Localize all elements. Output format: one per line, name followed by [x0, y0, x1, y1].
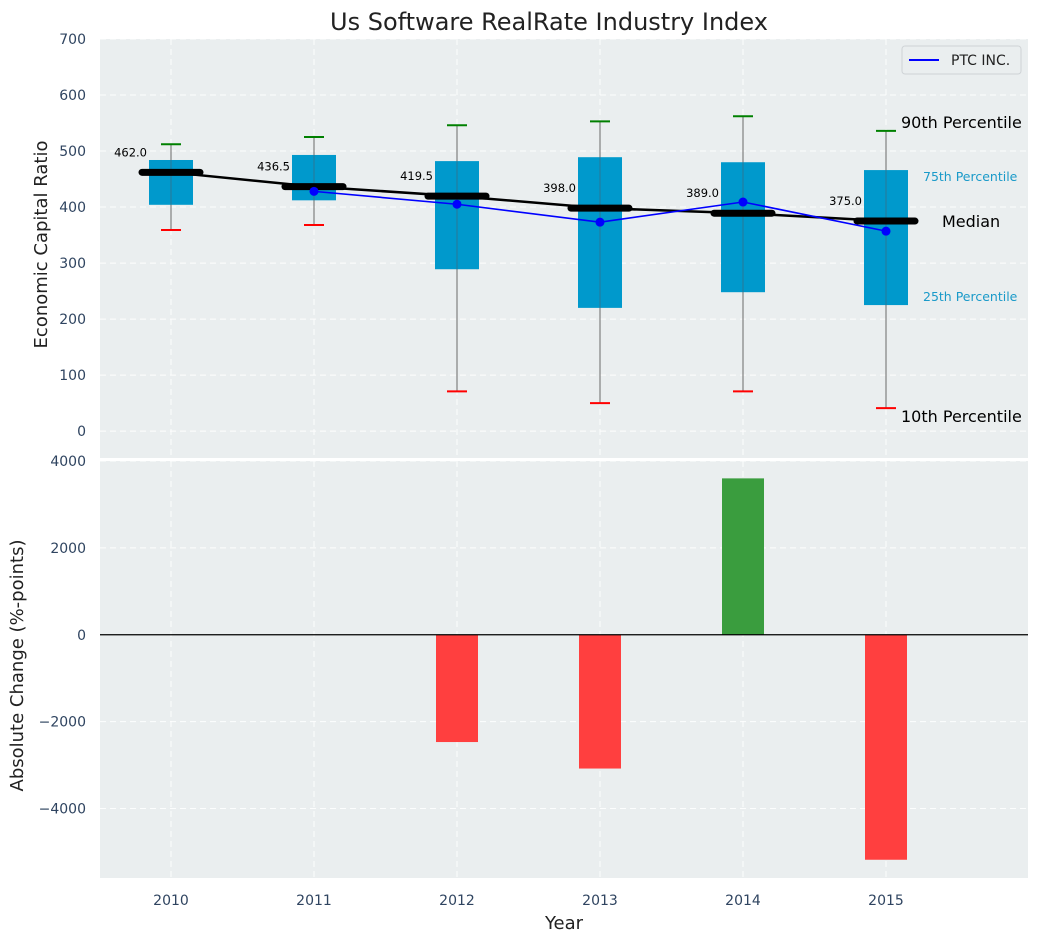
- x-tick-label: 2013: [582, 893, 618, 909]
- change-bar: [436, 634, 478, 743]
- legend-label-ptc: PTC INC.: [951, 53, 1010, 69]
- top-y-tick-label: 200: [59, 312, 86, 328]
- top-y-tick-label: 700: [59, 32, 86, 48]
- median-value-label: 389.0: [686, 186, 719, 200]
- ptc-point: [452, 199, 462, 209]
- bottom-y-tick-labels: −4000 −2000 0 2000 4000: [39, 454, 86, 818]
- top-y-tick-label: 100: [59, 368, 86, 384]
- top-panel-box-plot: 0 100 200 300 400 500 600 700 Economic Capital …: [31, 32, 1028, 458]
- change-bar: [865, 634, 907, 860]
- x-tick-labels: 2010 2011 2012 2013 2014 2015: [153, 893, 904, 909]
- annotation-10th-percentile: 10th Percentile: [901, 407, 1022, 426]
- median-trend-line: 462.0 436.5 419.5 398.0 389.0 375.0: [114, 145, 919, 225]
- top-y-tick-label: 0: [77, 424, 86, 440]
- bottom-y-tick-label: 0: [77, 628, 86, 644]
- ptc-series: [309, 186, 891, 236]
- ptc-point: [738, 197, 748, 207]
- ptc-point: [881, 226, 891, 236]
- legend-frame: [901, 45, 1022, 75]
- top-y-tick-label: 400: [59, 200, 86, 216]
- median-value-label: 419.5: [400, 169, 433, 183]
- ptc-point: [595, 217, 605, 227]
- x-tick-label: 2010: [153, 893, 189, 909]
- x-tick-label: 2011: [296, 893, 332, 909]
- bottom-y-tick-label: 4000: [50, 454, 86, 470]
- median-value-label: 398.0: [543, 181, 576, 195]
- top-y-tick-label: 500: [59, 144, 86, 160]
- x-axis-title: Year: [544, 913, 584, 934]
- change-bar: [722, 478, 764, 635]
- x-tick-label: 2015: [868, 893, 904, 909]
- bottom-y-tick-label: −4000: [39, 802, 86, 818]
- median-value-label: 436.5: [257, 160, 290, 174]
- x-tick-label: 2014: [725, 893, 761, 909]
- top-y-tick-label: 300: [59, 256, 86, 272]
- ptc-point: [309, 186, 319, 196]
- bottom-y-tick-label: −2000: [39, 715, 86, 731]
- top-y-tick-label: 600: [59, 88, 86, 104]
- median-value-label: 462.0: [114, 145, 147, 159]
- annotation-median: Median: [942, 212, 1000, 231]
- annotation-90th-percentile: 90th Percentile: [901, 113, 1022, 132]
- legend: PTC INC.: [901, 45, 1022, 75]
- top-gridlines: [100, 38, 1028, 458]
- percentile-annotations: 90th Percentile 75th Percentile Median 2…: [901, 113, 1022, 426]
- bottom-panel-bar-chart: −4000 −2000 0 2000 4000 2010 2011 2012 2013 2014…: [7, 454, 1028, 934]
- median-value-label: 375.0: [829, 194, 862, 208]
- chart-title: Us Software RealRate Industry Index: [330, 8, 768, 36]
- bottom-y-axis-title: Absolute Change (%-points): [7, 540, 28, 792]
- annotation-25th-percentile: 25th Percentile: [923, 289, 1018, 304]
- x-tick-label: 2012: [439, 893, 475, 909]
- bottom-y-tick-label: 2000: [50, 541, 86, 557]
- top-y-axis-title: Economic Capital Ratio: [31, 141, 52, 349]
- top-y-tick-labels: 0 100 200 300 400 500 600 700: [59, 32, 86, 440]
- change-bar: [579, 634, 621, 769]
- annotation-75th-percentile: 75th Percentile: [923, 169, 1018, 184]
- bar-group: [436, 478, 907, 860]
